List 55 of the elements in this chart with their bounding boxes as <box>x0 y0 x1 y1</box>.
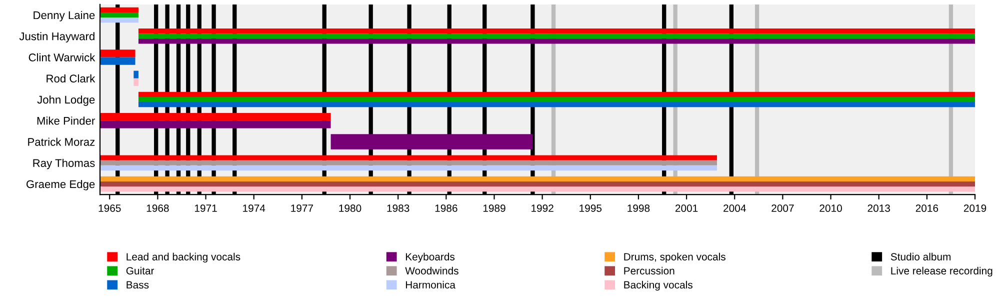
bar <box>100 7 138 12</box>
x-tick-label: 1983 <box>387 204 410 212</box>
bar <box>100 57 136 65</box>
legend-label: Drums, spoken vocals <box>624 252 726 263</box>
legend-label: Woodwinds <box>405 266 458 274</box>
bar <box>134 78 138 86</box>
legend-label: Live release recording <box>891 266 992 277</box>
bar <box>100 18 138 23</box>
x-tick-label: 1995 <box>580 204 602 212</box>
x-tick-label: 2007 <box>772 204 794 212</box>
x-tick-label: 1998 <box>628 204 650 212</box>
y-tick-label: Denny Laine <box>34 10 95 22</box>
bar <box>100 176 975 182</box>
legend-label: Lead and backing vocals <box>126 252 240 263</box>
y-tick-label: Patrick Moraz <box>28 138 95 146</box>
legend-label: Studio album <box>890 252 951 260</box>
bar <box>138 28 975 34</box>
x-tick-label: 1977 <box>291 204 313 212</box>
bar <box>138 92 975 97</box>
y-tick-label: John Lodge <box>37 95 95 106</box>
x-tick-label: 1986 <box>435 204 458 212</box>
x-tick-label: 1974 <box>243 204 266 212</box>
bar <box>100 155 717 160</box>
legend-label: Backing vocals <box>624 280 692 291</box>
bar <box>100 165 717 170</box>
x-tick-label: 1992 <box>532 204 554 212</box>
bar <box>138 34 975 39</box>
x-tick-label: 1968 <box>146 204 169 212</box>
x-tick-label: 1980 <box>339 204 362 212</box>
x-tick-label: 1965 <box>98 204 121 212</box>
bar <box>100 181 975 187</box>
x-tick-label: 2016 <box>916 204 938 212</box>
bar <box>100 120 331 128</box>
y-tick-label: Clint Warwick <box>28 53 96 62</box>
legend-label: Guitar <box>126 266 154 274</box>
legend-label: Percussion <box>624 266 674 274</box>
x-tick-label: 2013 <box>868 204 890 212</box>
y-tick-label: Justin Hayward <box>19 32 94 42</box>
x-tick-label: 2019 <box>964 204 986 212</box>
legend-label: Keyboards <box>406 252 455 263</box>
y-tick-label: Mike Pinder <box>37 116 95 125</box>
x-tick-label: 2010 <box>820 204 842 212</box>
y-tick-label: Graeme Edge <box>26 180 95 190</box>
bar <box>100 12 138 18</box>
x-tick-label: 2004 <box>724 204 746 212</box>
y-tick-label: Rod Clark <box>46 74 96 83</box>
legend-label: Bass <box>126 281 149 289</box>
x-tick-label: 2001 <box>675 204 698 212</box>
bar <box>138 96 975 102</box>
bar <box>100 160 717 166</box>
x-tick-label: 1971 <box>194 204 217 212</box>
bar <box>100 186 975 192</box>
legend-label: Harmonica <box>406 280 456 289</box>
y-tick-label: Ray Thomas <box>33 158 95 170</box>
x-tick-label: 1989 <box>483 204 506 212</box>
